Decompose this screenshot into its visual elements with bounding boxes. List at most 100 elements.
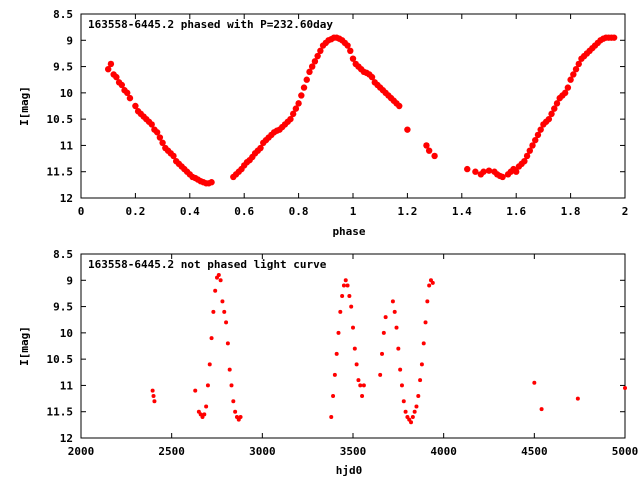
data-point [118,81,126,89]
data-point [410,414,415,419]
data-point [233,409,238,414]
data-point [150,388,155,393]
data-point [419,362,424,367]
data-point [380,351,385,356]
data-point [553,100,561,107]
data-point [427,283,432,288]
data-point [534,131,542,139]
data-point [292,105,300,112]
data-point [105,66,112,73]
data-point [378,372,383,377]
phased-x-tick-label: 1.6 [506,205,526,218]
unphased-panel: 2000 2500 3000 3500 4000 4500 5000 8.5 9 9.5 10 10.… [18,248,638,477]
data-point [170,152,177,160]
data-point [222,309,227,314]
data-point [358,383,363,388]
data-point [132,102,139,110]
data-point [295,100,302,107]
data-point [392,309,397,314]
data-point [209,336,214,341]
unphased-x-tick-label: 4500 [521,445,548,458]
data-point [345,283,350,288]
data-point [224,320,229,325]
data-point [529,142,536,149]
data-point [423,142,430,149]
data-point [329,414,334,419]
unphased-y-tick-label: 11 [60,379,74,392]
data-point [298,92,305,99]
data-point [360,393,365,398]
data-point [523,152,531,160]
phased-y-tick-label: 9.5 [53,61,73,74]
data-point [257,144,264,152]
unphased-x-tick-label: 5000 [612,445,639,458]
data-point [567,76,574,83]
data-point [314,52,321,60]
data-point [423,320,428,325]
unphased-y-tick-label: 8.5 [53,248,73,261]
data-point [309,63,316,70]
data-point [332,372,337,377]
data-point [211,309,216,314]
data-point [396,346,401,351]
phased-x-axis-label: phase [332,225,365,238]
data-point [548,110,555,118]
unphased-y-tick-label: 9 [66,274,73,287]
data-point [464,165,471,173]
phased-y-tick-label: 10.5 [47,113,74,126]
data-point [152,399,157,404]
data-point [425,299,430,304]
unphased-y-axis-label: I[mag] [18,326,31,366]
data-point [561,89,569,97]
data-point [539,407,544,412]
data-point [421,341,426,346]
data-point [570,71,577,78]
phased-x-tick-label: 0.6 [234,205,254,218]
data-point [331,393,336,398]
phased-y-tick-label: 12 [60,192,73,205]
data-point [412,409,417,414]
data-point [349,55,357,62]
data-point [204,404,209,409]
data-point [404,126,411,133]
data-point [361,383,366,388]
data-point [289,110,297,118]
data-point [334,351,339,356]
phased-y-tick-label: 8.5 [53,8,73,21]
data-point [610,34,618,41]
unphased-y-tick-label: 12 [60,432,73,445]
data-point [572,66,580,73]
data-point [472,168,479,175]
data-point [107,60,115,68]
data-point [231,399,236,404]
data-point [399,383,404,388]
data-point [159,139,166,146]
data-point [218,278,223,283]
data-point [126,94,134,102]
phased-panel: 0 0.2 0.4 0.6 0.8 1 1.2 1.4 1.6 1.8 2 8.5 9 9.5 10 10.5… [18,8,628,238]
data-point [317,47,324,54]
data-point [623,386,627,391]
data-point [343,278,348,283]
data-point [156,134,164,141]
data-point [148,121,155,128]
data-point [575,60,582,68]
data-point [480,168,487,175]
data-point [414,404,419,409]
data-point [347,47,354,54]
data-point [220,299,225,304]
phased-x-tick-label: 1.4 [452,205,472,218]
data-point [336,330,341,335]
unphased-y-tick-label: 10.5 [47,353,74,366]
data-point [227,367,232,372]
unphased-x-tick-label: 2500 [158,445,185,458]
data-point [398,367,403,372]
data-point [340,294,345,299]
data-point [431,152,438,160]
data-point [418,378,423,383]
data-point [338,309,343,314]
phased-x-tick-label: 0.2 [125,205,145,218]
data-point [368,73,376,81]
